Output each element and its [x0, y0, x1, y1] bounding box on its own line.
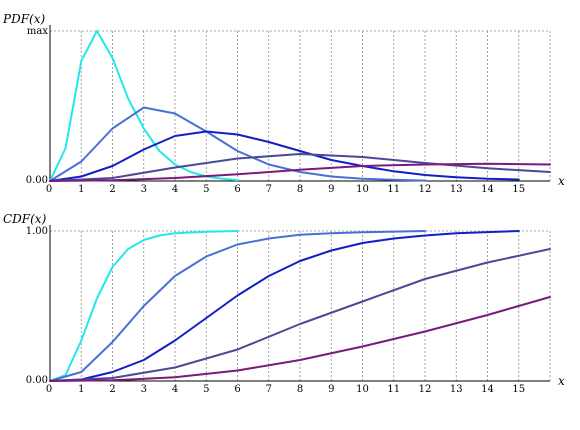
pdf-x-tick-6: 6 — [234, 184, 240, 195]
cdf-x-tick-7: 7 — [266, 384, 272, 395]
pdf-series-5 — [49, 162, 551, 182]
pdf-title: PDF(x) — [2, 12, 45, 26]
pdf-x-tick-4: 4 — [172, 184, 178, 195]
cdf-y-tick-min: 0.00 — [26, 375, 48, 386]
cdf-x-tick-5: 5 — [203, 384, 209, 395]
cdf-x-tick-2: 2 — [109, 384, 115, 395]
cdf-x-tick-9: 9 — [328, 384, 334, 395]
cdf-title: CDF(x) — [3, 212, 47, 226]
cdf-x-tick-3: 3 — [141, 384, 147, 395]
pdf-x-tick-10: 10 — [356, 184, 369, 195]
pdf-series-1 — [49, 30, 239, 182]
pdf-x-tick-7: 7 — [266, 184, 272, 195]
pdf-y-tick-max: max — [27, 26, 48, 37]
cdf-x-tick-13: 13 — [450, 384, 463, 395]
cdf-x-label: x — [558, 374, 565, 388]
cdf-y-tick-max: 1.00 — [26, 226, 48, 237]
pdf-y-tick-min: 0.00 — [26, 175, 48, 186]
pdf-x-tick-3: 3 — [141, 184, 147, 195]
pdf-x-tick-8: 8 — [297, 184, 303, 195]
cdf-x-tick-12: 12 — [419, 384, 432, 395]
pdf-x-tick-5: 5 — [203, 184, 209, 195]
cdf-x-tick-15: 15 — [512, 384, 525, 395]
cdf-series-3 — [49, 230, 520, 382]
pdf-x-label: x — [558, 174, 565, 188]
cdf-x-tick-0: 0 — [46, 384, 52, 395]
cdf-x-tick-1: 1 — [78, 384, 84, 395]
pdf-series-2 — [49, 106, 426, 182]
pdf-x-tick-12: 12 — [419, 184, 432, 195]
pdf-series-4 — [49, 153, 551, 182]
pdf-x-tick-13: 13 — [450, 184, 463, 195]
cdf-series-1 — [49, 230, 239, 382]
cdf-x-tick-14: 14 — [481, 384, 494, 395]
pdf-x-tick-9: 9 — [328, 184, 334, 195]
pdf-x-tick-11: 11 — [387, 184, 400, 195]
cdf-x-tick-4: 4 — [172, 384, 178, 395]
cdf-x-tick-8: 8 — [297, 384, 303, 395]
cdf-series-2 — [49, 230, 426, 382]
cdf-x-tick-6: 6 — [234, 384, 240, 395]
cdf-series-4 — [49, 248, 551, 382]
pdf-x-tick-15: 15 — [512, 184, 525, 195]
pdf-x-tick-2: 2 — [109, 184, 115, 195]
cdf-x-tick-11: 11 — [387, 384, 400, 395]
pdf-x-tick-1: 1 — [78, 184, 84, 195]
cdf-x-tick-10: 10 — [356, 384, 369, 395]
pdf-x-tick-0: 0 — [46, 184, 52, 195]
cdf-series-5 — [49, 296, 551, 382]
pdf-series-3 — [49, 130, 520, 182]
pdf-x-tick-14: 14 — [481, 184, 494, 195]
